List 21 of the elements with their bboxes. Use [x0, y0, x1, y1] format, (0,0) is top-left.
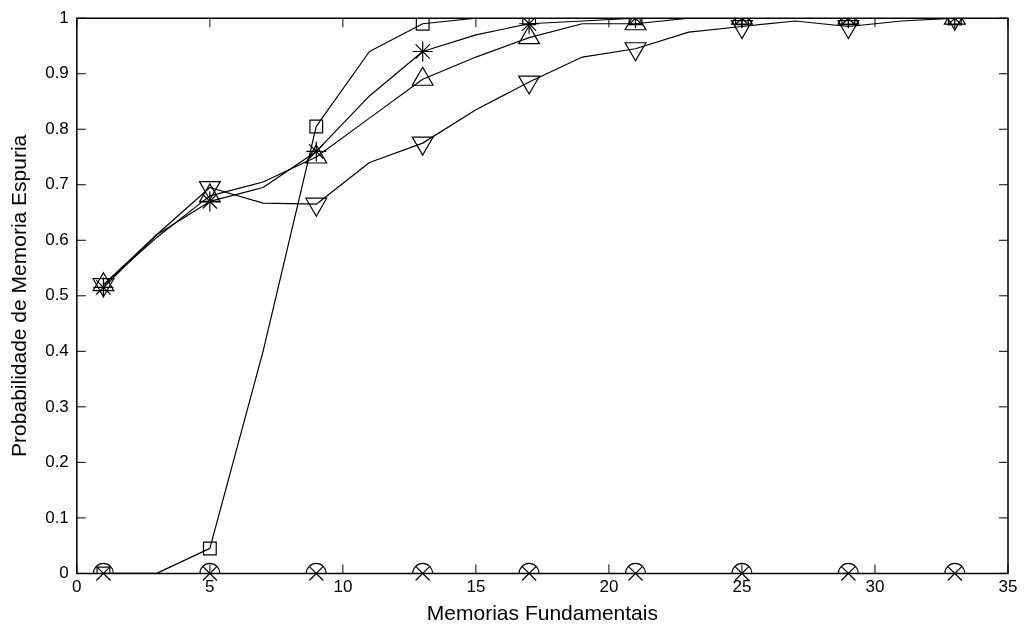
y-tick-label: 0 [59, 563, 69, 583]
y-axis-title: Probabilidade de Memoria Espuria [7, 134, 31, 457]
y-tick-label: 0.4 [45, 341, 69, 361]
x-tick-label: 0 [72, 577, 82, 597]
x-tick-label: 20 [599, 577, 619, 597]
x-tick-label: 30 [865, 577, 885, 597]
y-tick-label: 0.1 [45, 507, 69, 527]
y-tick-label: 1 [59, 7, 69, 27]
x-axis-title: Memorias Fundamentais [426, 601, 658, 625]
y-tick-label: 0.5 [45, 285, 69, 305]
x-tick-label: 5 [205, 577, 215, 597]
x-tick-label: 25 [732, 577, 752, 597]
y-tick-label: 0.3 [45, 396, 69, 416]
y-tick-label: 0.9 [45, 63, 69, 83]
y-tick-label: 0.2 [45, 452, 69, 472]
y-tick-label: 0.8 [45, 118, 69, 138]
y-tick-label: 0.6 [45, 229, 69, 249]
x-tick-label: 35 [998, 577, 1018, 597]
x-tick-label: 10 [333, 577, 353, 597]
x-tick-label: 15 [466, 577, 486, 597]
y-tick-label: 0.7 [45, 174, 69, 194]
